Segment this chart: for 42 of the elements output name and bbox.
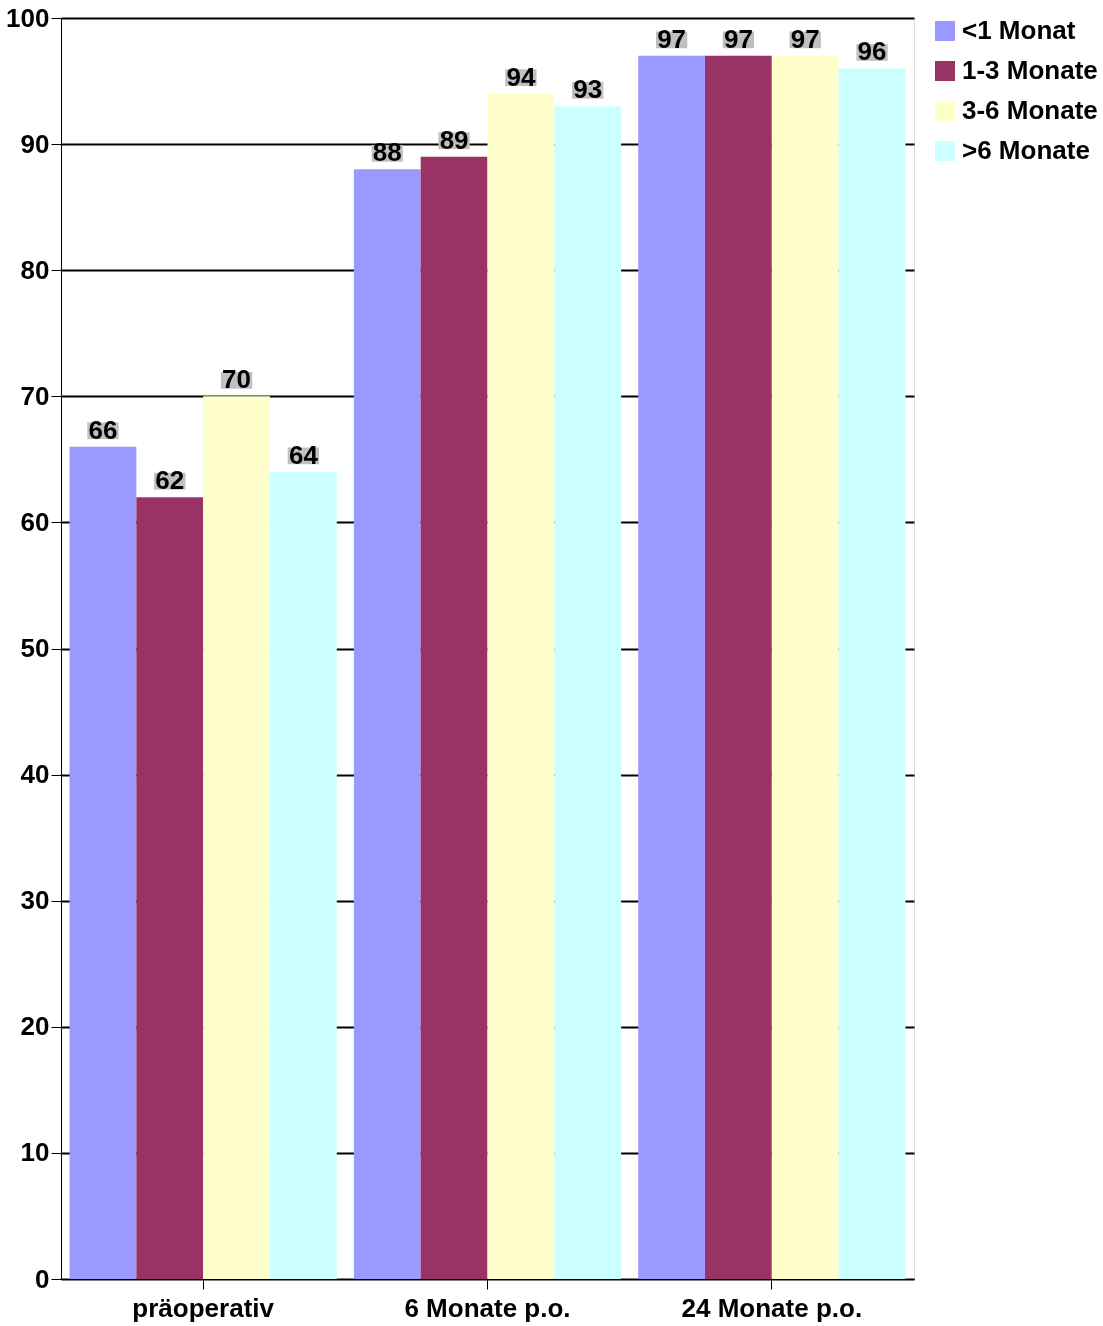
y-tick-label: 20 [20, 1011, 50, 1042]
data-label: 97 [790, 23, 820, 54]
x-tick-label: 6 Monate p.o. [404, 1292, 571, 1323]
bar [838, 68, 906, 1279]
data-label: 89 [439, 124, 469, 155]
y-tick-label: 30 [20, 885, 50, 916]
bar [554, 106, 622, 1279]
x-tick-label: 24 Monate p.o. [681, 1292, 863, 1323]
data-label: 97 [657, 23, 687, 54]
y-tick-label: 90 [20, 128, 50, 159]
legend-label: 1-3 Monate [962, 55, 1098, 85]
data-label: 94 [506, 61, 536, 92]
bar [269, 471, 337, 1279]
x-tick-label: präoperativ [132, 1292, 275, 1323]
data-label: 96 [857, 36, 887, 67]
bar [705, 55, 772, 1279]
y-tick-label: 100 [6, 2, 50, 33]
y-tick-label: 70 [20, 380, 50, 411]
bar [203, 396, 270, 1279]
bar [69, 446, 137, 1279]
y-tick-label: 0 [35, 1263, 50, 1294]
bar [136, 497, 204, 1279]
data-label: 66 [88, 414, 118, 445]
data-label: 62 [155, 465, 185, 496]
bar [353, 169, 421, 1279]
data-label: 93 [573, 74, 603, 105]
y-tick-label: 80 [20, 254, 50, 285]
y-tick-label: 50 [20, 633, 50, 663]
data-label: 88 [372, 137, 402, 168]
legend-label: <1 Monat [962, 15, 1076, 45]
bar [771, 55, 839, 1279]
legend-label: 3-6 Monate [962, 95, 1098, 125]
bar [638, 55, 706, 1279]
y-tick-label: 40 [20, 759, 50, 790]
legend-label: >6 Monate [962, 135, 1090, 165]
bar [420, 156, 488, 1279]
data-label: 70 [222, 364, 252, 395]
bar [487, 93, 555, 1279]
y-tick-label: 60 [20, 506, 50, 537]
data-label: 64 [288, 439, 319, 470]
y-tick-label: 10 [20, 1137, 50, 1168]
data-label: 97 [723, 23, 753, 54]
